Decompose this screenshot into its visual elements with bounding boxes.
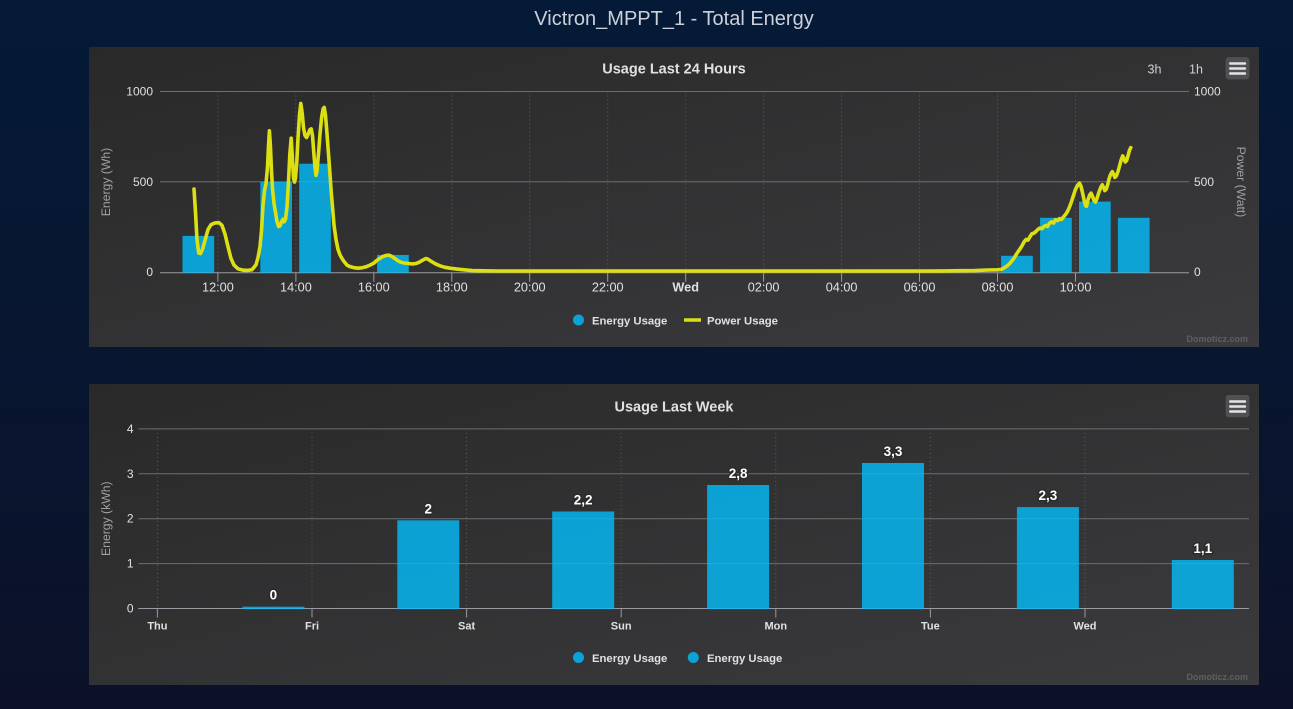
svg-text:2,8: 2,8 [729, 466, 748, 481]
svg-text:Tue: Tue [921, 621, 940, 633]
svg-text:06:00: 06:00 [904, 281, 936, 295]
svg-text:10:00: 10:00 [1060, 281, 1092, 295]
svg-text:0: 0 [1194, 265, 1201, 279]
svg-text:22:00: 22:00 [592, 281, 624, 295]
svg-text:1000: 1000 [126, 85, 153, 99]
svg-text:0: 0 [146, 265, 153, 279]
svg-text:3h: 3h [1148, 63, 1162, 77]
svg-text:2: 2 [127, 512, 134, 526]
svg-text:Wed: Wed [1073, 621, 1096, 633]
svg-text:2,2: 2,2 [574, 493, 593, 508]
svg-text:04:00: 04:00 [826, 281, 858, 295]
svg-text:02:00: 02:00 [748, 281, 780, 295]
svg-text:08:00: 08:00 [982, 281, 1014, 295]
svg-text:2,3: 2,3 [1039, 488, 1058, 503]
svg-text:Wed: Wed [672, 281, 699, 295]
svg-text:Energy Usage: Energy Usage [707, 653, 782, 665]
svg-text:14:00: 14:00 [280, 281, 312, 295]
svg-text:Domoticz.com: Domoticz.com [1186, 672, 1248, 682]
svg-text:2: 2 [425, 501, 433, 516]
svg-text:1,1: 1,1 [1193, 541, 1212, 556]
svg-text:Energy (kWh): Energy (kWh) [99, 481, 113, 556]
svg-text:0: 0 [127, 602, 134, 616]
svg-text:Sat: Sat [458, 621, 475, 633]
svg-text:1000: 1000 [1194, 85, 1221, 99]
svg-text:Power Usage: Power Usage [707, 316, 778, 328]
svg-text:Sun: Sun [611, 621, 632, 633]
svg-text:16:00: 16:00 [358, 281, 390, 295]
svg-text:1h: 1h [1189, 63, 1203, 77]
svg-text:20:00: 20:00 [514, 281, 546, 295]
svg-text:4: 4 [127, 422, 134, 436]
svg-text:3,3: 3,3 [884, 444, 903, 459]
svg-text:Usage Last Week: Usage Last Week [614, 400, 734, 416]
svg-text:1: 1 [127, 557, 134, 571]
svg-text:0: 0 [270, 588, 278, 603]
svg-text:Energy (Wh): Energy (Wh) [99, 148, 113, 216]
svg-text:18:00: 18:00 [436, 281, 468, 295]
svg-text:Energy Usage: Energy Usage [592, 653, 667, 665]
svg-text:Energy Usage: Energy Usage [592, 316, 667, 328]
svg-text:500: 500 [1194, 175, 1214, 189]
svg-text:3: 3 [127, 467, 134, 481]
svg-text:12:00: 12:00 [202, 281, 234, 295]
svg-text:Fri: Fri [305, 621, 319, 633]
svg-text:Thu: Thu [147, 621, 167, 633]
svg-text:Power (Watt): Power (Watt) [1234, 147, 1248, 218]
svg-text:Mon: Mon [764, 621, 787, 633]
svg-text:Domoticz.com: Domoticz.com [1186, 334, 1248, 344]
svg-text:500: 500 [133, 175, 153, 189]
svg-text:Usage Last 24 Hours: Usage Last 24 Hours [602, 62, 745, 78]
